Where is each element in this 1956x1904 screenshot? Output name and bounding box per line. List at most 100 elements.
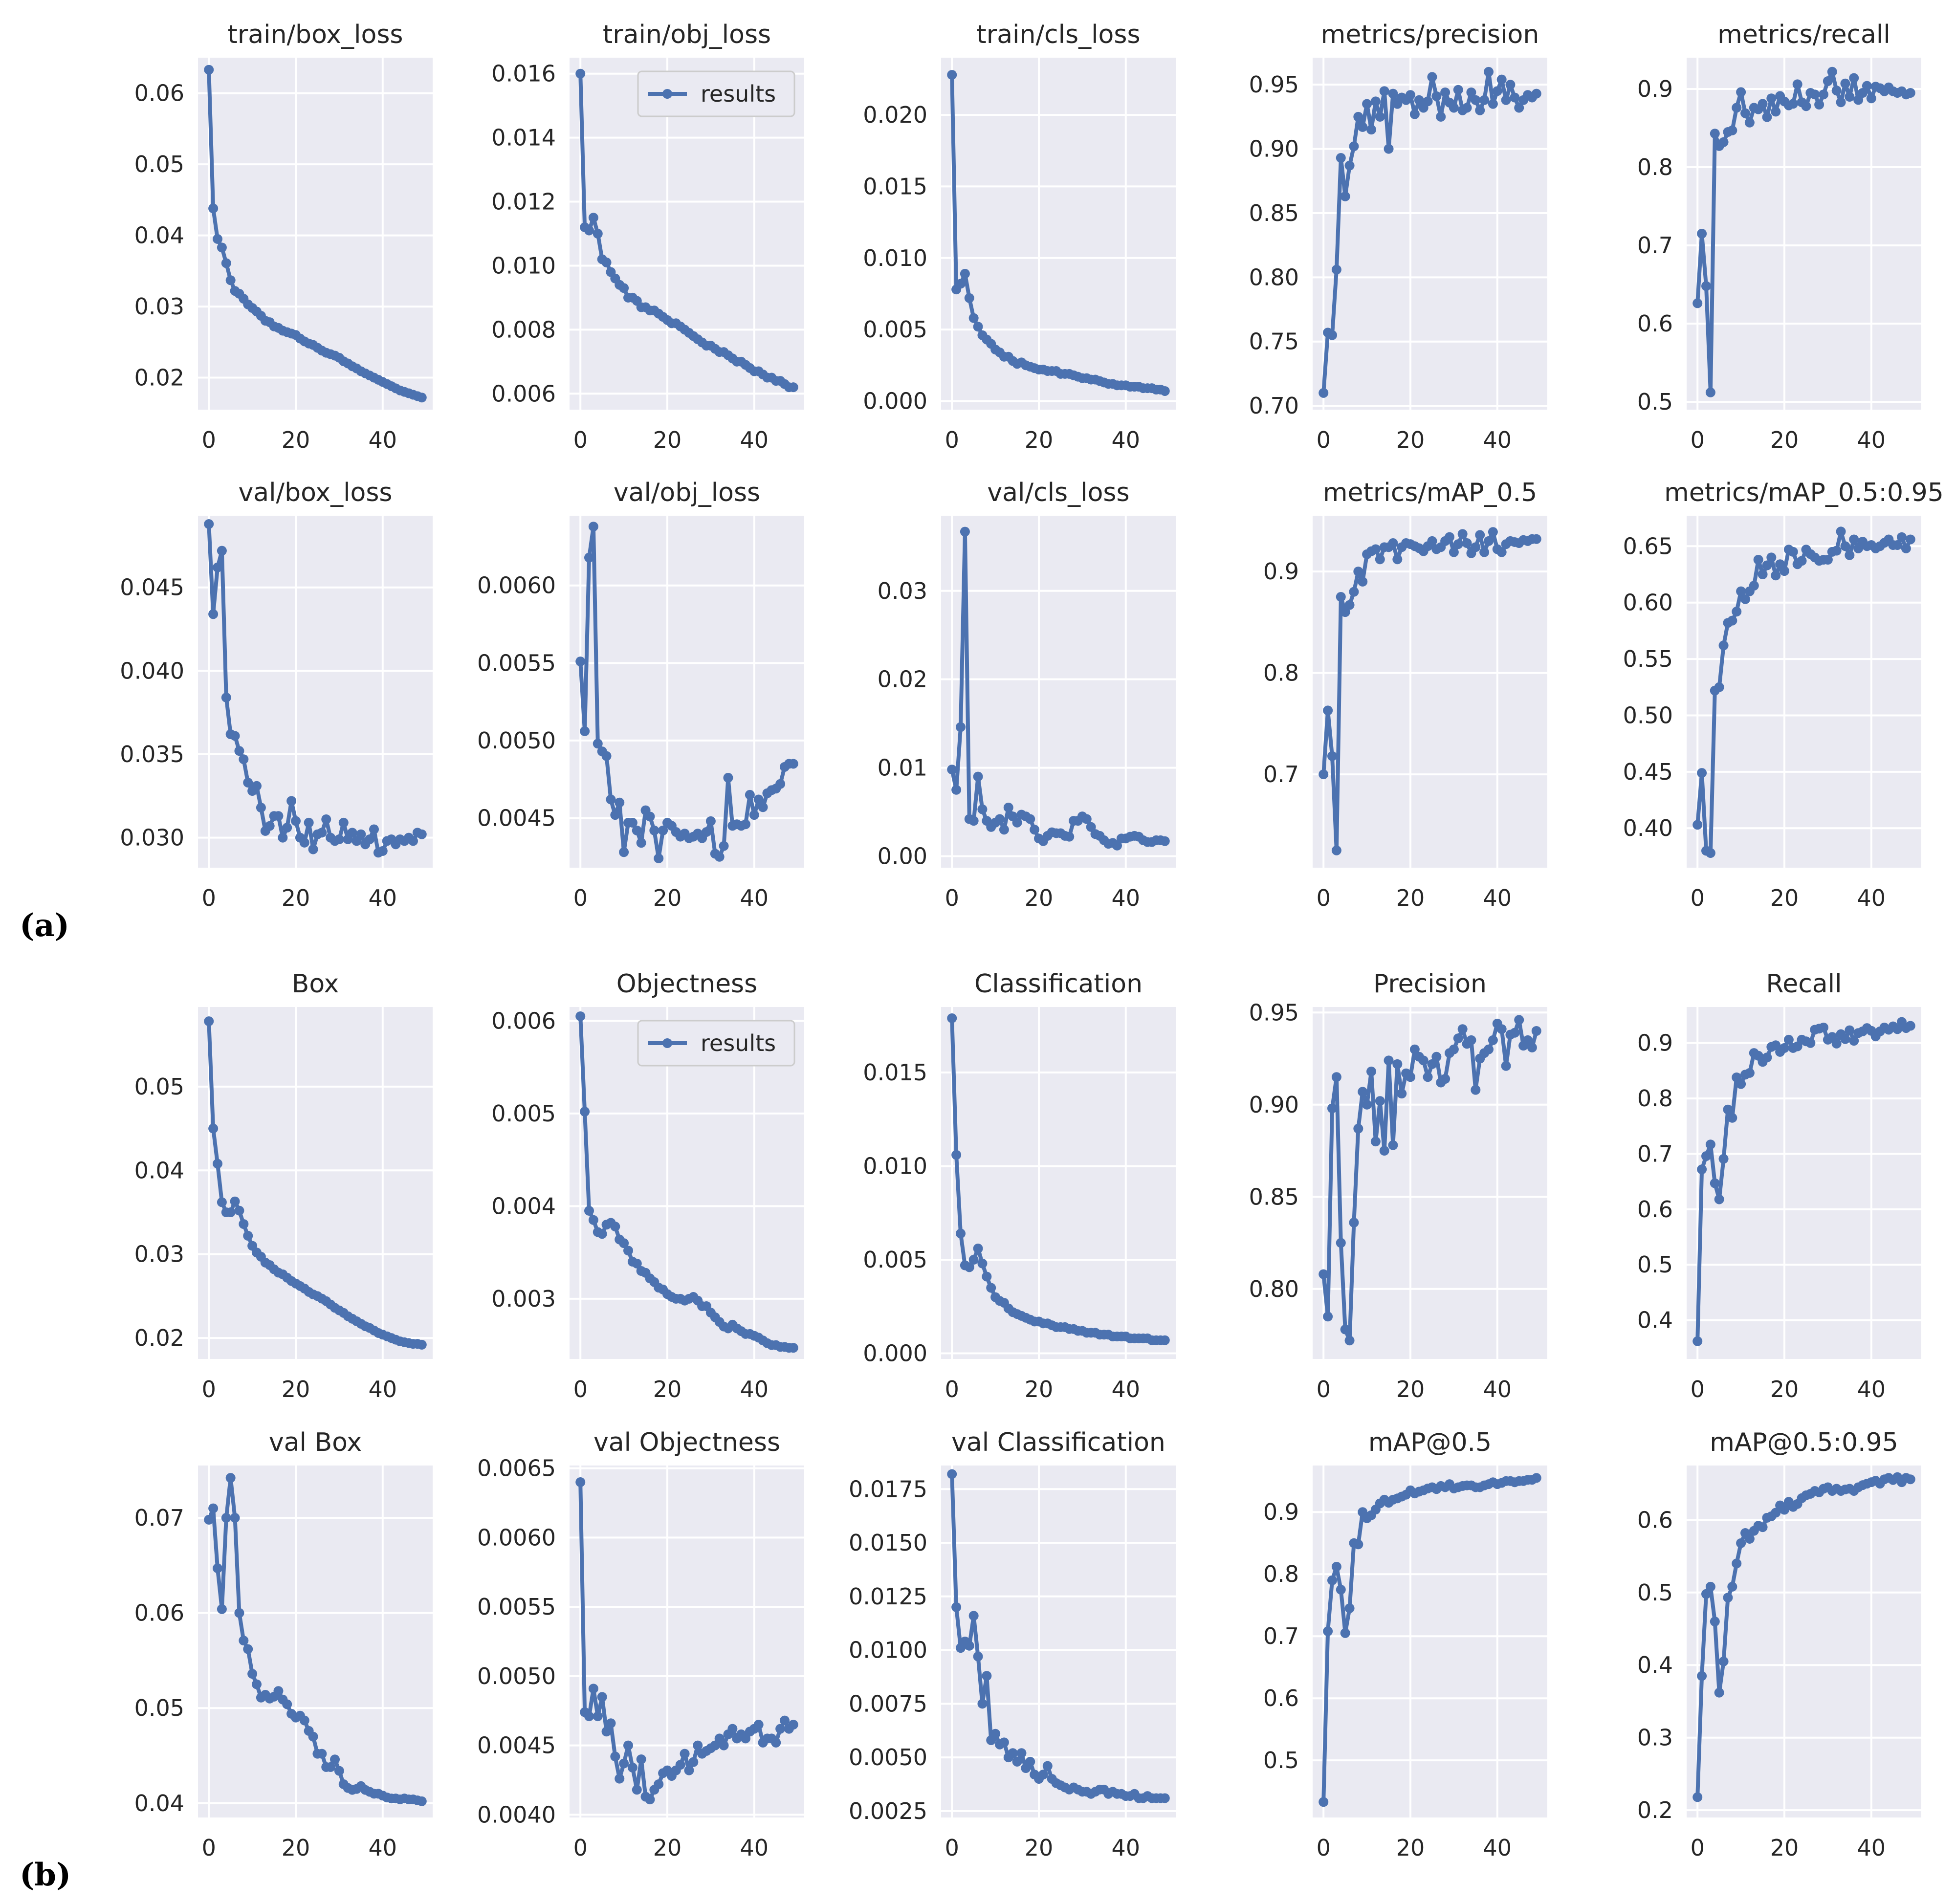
data-point <box>1440 87 1451 97</box>
x-tick-label: 20 <box>1396 1835 1425 1861</box>
data-point <box>775 779 786 789</box>
data-point <box>1427 536 1437 546</box>
data-point <box>597 1229 607 1239</box>
y-tick-label: 0.0060 <box>477 1524 556 1551</box>
data-point <box>615 1773 625 1784</box>
data-point <box>326 1762 336 1772</box>
data-point <box>273 811 284 821</box>
data-point <box>1462 538 1472 548</box>
data-point <box>1897 532 1907 542</box>
y-tick-label: 0.02 <box>134 1325 184 1351</box>
data-point <box>1823 555 1833 565</box>
data-point <box>951 785 962 795</box>
data-point <box>1112 840 1122 851</box>
data-point <box>1414 95 1424 105</box>
data-point <box>615 797 625 808</box>
data-point <box>1714 1687 1724 1698</box>
data-point <box>204 1514 214 1525</box>
y-tick-label: 0.04 <box>134 1790 184 1816</box>
chart-map-0-5-0-95: 0 20 40 0.2 0.3 0.4 0.5 0.6 mAP@0.5:0.95 <box>1637 1428 1921 1861</box>
data-point <box>675 1760 685 1770</box>
y-tick-label: 0.9 <box>1263 558 1299 585</box>
chart-val-obj-loss: 0 20 40 0.0045 0.0050 0.0055 0.0060 val/obj_los… <box>477 478 804 911</box>
chart-title: Recall <box>1766 969 1842 999</box>
data-point <box>1814 100 1824 109</box>
data-point <box>1384 144 1394 154</box>
data-point <box>369 824 379 834</box>
x-tick-label: 0 <box>573 427 588 453</box>
data-point <box>1792 79 1802 89</box>
data-point <box>243 1231 253 1241</box>
data-point <box>1358 1087 1368 1097</box>
data-point <box>960 526 970 537</box>
data-point <box>588 522 598 532</box>
y-tick-label: 0.010 <box>863 245 927 271</box>
y-tick-label: 0.000 <box>863 388 927 414</box>
data-point <box>684 1765 694 1775</box>
data-point <box>234 1205 244 1216</box>
data-point <box>627 1762 637 1773</box>
data-point <box>1905 1474 1915 1485</box>
data-point <box>1353 567 1363 577</box>
x-tick-label: 0 <box>945 885 959 911</box>
data-point <box>1453 539 1463 549</box>
data-point <box>1740 108 1750 118</box>
y-tick-label: 0.05 <box>134 1073 184 1100</box>
data-point <box>221 258 231 268</box>
plot-area <box>1687 58 1921 410</box>
data-point <box>601 1727 612 1737</box>
data-point <box>588 1215 598 1225</box>
data-point <box>1727 1113 1737 1123</box>
data-point <box>1736 1079 1746 1089</box>
data-point <box>705 816 716 826</box>
data-point <box>977 1699 988 1709</box>
data-point <box>1366 1066 1376 1076</box>
data-point <box>1375 111 1385 122</box>
y-tick-label: 0.0150 <box>849 1530 927 1556</box>
y-tick-label: 0.020 <box>863 102 927 128</box>
data-point <box>627 818 637 828</box>
data-point <box>973 1651 983 1662</box>
data-point <box>1892 1024 1903 1034</box>
data-point <box>584 1711 594 1722</box>
chart-train-box-loss: 0 20 40 0.02 0.03 0.04 0.05 0.06 train/box_loss <box>134 20 433 453</box>
data-point <box>654 853 664 863</box>
legend-label: results <box>701 81 776 107</box>
data-point <box>1336 1584 1346 1595</box>
y-tick-label: 0.05 <box>134 151 184 177</box>
y-tick-label: 0.50 <box>1623 702 1673 728</box>
data-point <box>217 1604 227 1614</box>
x-tick-label: 20 <box>282 1376 310 1402</box>
data-point <box>1718 1656 1729 1666</box>
data-point <box>1840 1034 1850 1044</box>
data-point <box>1064 832 1075 842</box>
y-tick-label: 0.7 <box>1637 1140 1673 1167</box>
chart-metrics-map-0-5: 0 20 40 0.7 0.8 0.9 metrics/mAP_0.5 <box>1263 478 1547 911</box>
data-point <box>1319 769 1329 780</box>
plot-area <box>1687 1466 1921 1817</box>
y-tick-label: 0.014 <box>491 125 556 151</box>
data-point <box>973 771 983 782</box>
data-point <box>1710 129 1720 139</box>
data-point <box>234 1608 244 1618</box>
data-point <box>951 1150 962 1160</box>
data-point <box>1710 1178 1720 1188</box>
data-point <box>1701 1151 1711 1161</box>
data-point <box>1527 1042 1537 1052</box>
x-tick-label: 20 <box>1770 427 1799 453</box>
y-tick-label: 0.95 <box>1249 71 1299 98</box>
data-point <box>1849 1036 1859 1046</box>
data-point <box>649 825 659 835</box>
data-point <box>1845 92 1855 102</box>
y-tick-label: 0.5 <box>1637 1579 1673 1606</box>
data-point <box>1823 76 1833 86</box>
data-point <box>1836 97 1846 108</box>
x-tick-label: 0 <box>1317 427 1331 453</box>
data-point <box>1810 89 1820 100</box>
data-point <box>1445 532 1454 542</box>
data-point <box>1831 1038 1842 1049</box>
data-point <box>601 257 612 267</box>
chart-title: Classification <box>974 969 1143 999</box>
data-point <box>1323 1312 1333 1322</box>
data-point <box>1340 607 1350 617</box>
